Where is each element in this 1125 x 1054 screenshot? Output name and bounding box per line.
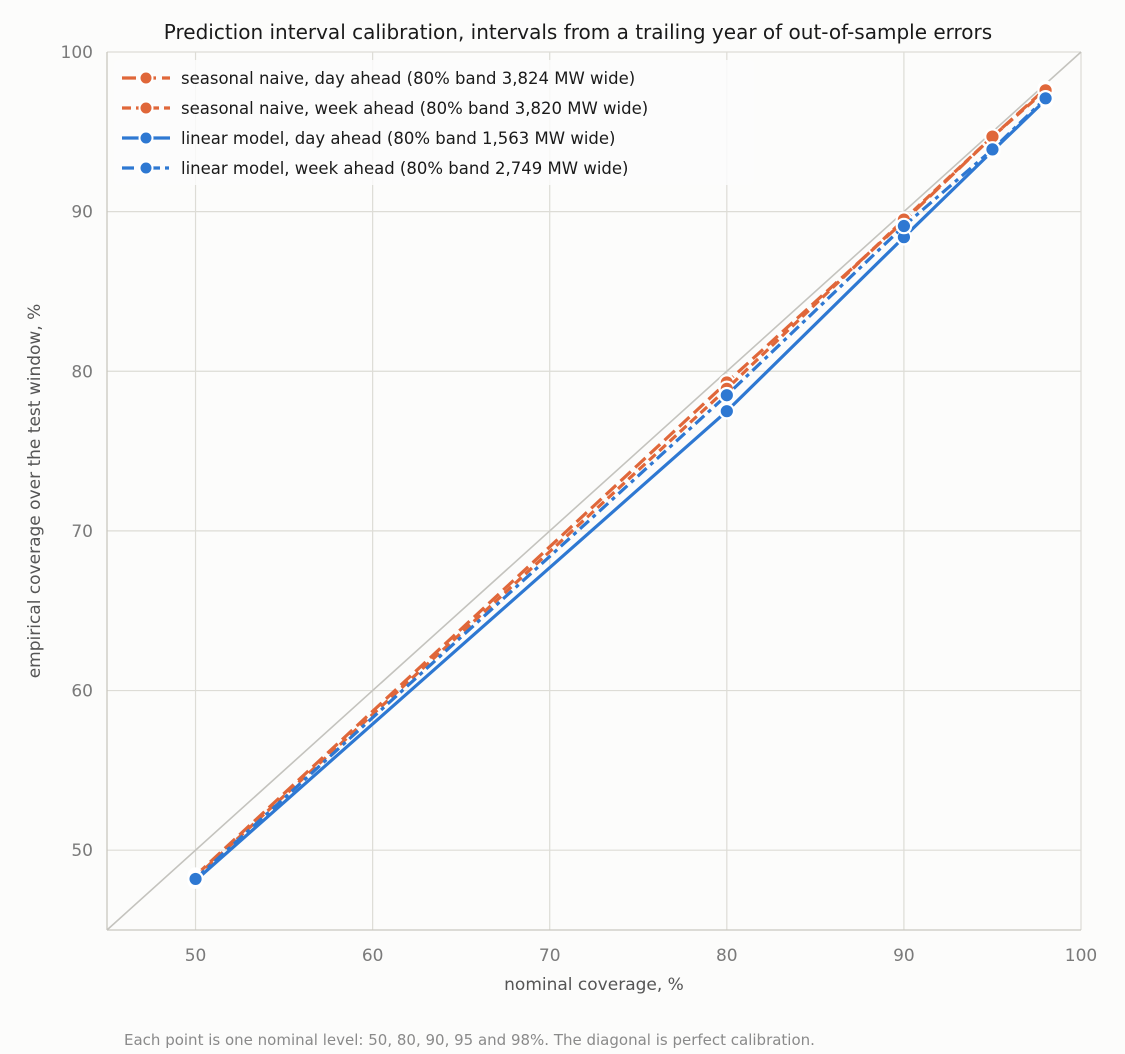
perfect-calibration-diagonal (106, 51, 1082, 931)
y-tick-label: 60 (71, 682, 93, 702)
legend-item: linear model, week ahead (80% band 2,749… (122, 159, 628, 178)
x-tick-label: 70 (539, 946, 561, 966)
data-point (984, 141, 1001, 158)
legend-label: linear model, week ahead (80% band 2,749… (181, 159, 628, 178)
grid-lines (107, 51, 1082, 930)
y-tick-label: 90 (71, 203, 93, 223)
y-tick-label: 100 (61, 43, 93, 63)
chart-title: Prediction interval calibration, interva… (164, 20, 992, 44)
legend-label: seasonal naive, week ahead (80% band 3,8… (181, 99, 648, 118)
legend-swatch-marker (138, 130, 154, 146)
y-tick-label: 70 (71, 522, 93, 542)
y-tick-label: 50 (71, 841, 93, 861)
legend-item: seasonal naive, day ahead (80% band 3,82… (122, 69, 635, 88)
legend-swatch-marker (138, 100, 154, 116)
x-tick-label: 80 (716, 946, 738, 966)
series-layer (187, 80, 1054, 889)
y-tick-label: 80 (71, 362, 93, 382)
x-tick-label: 100 (1065, 946, 1097, 966)
legend-swatch-marker (138, 160, 154, 176)
legend: seasonal naive, day ahead (80% band 3,82… (114, 60, 754, 185)
legend-item: seasonal naive, week ahead (80% band 3,8… (122, 99, 648, 118)
tick-labels: 50 60 70 80 90 100 50 60 70 80 90 100 (61, 43, 1098, 966)
legend-item: linear model, day ahead (80% band 1,563 … (122, 129, 615, 148)
x-tick-label: 60 (362, 946, 384, 966)
data-point (187, 870, 204, 888)
data-point (1037, 89, 1054, 107)
series-4 (187, 89, 1054, 888)
data-point (895, 217, 913, 235)
data-point (718, 386, 736, 404)
data-point (718, 402, 736, 420)
legend-background (114, 60, 754, 185)
x-tick-label: 90 (893, 946, 915, 966)
legend-label: linear model, day ahead (80% band 1,563 … (181, 129, 615, 148)
footnote: Each point is one nominal level: 50, 80,… (124, 1031, 815, 1049)
legend-swatch-marker (138, 70, 154, 86)
x-tick-label: 50 (185, 946, 207, 966)
x-axis-label: nominal coverage, % (504, 975, 684, 995)
y-axis-label: empirical coverage over the test window,… (25, 304, 45, 679)
plot-frame (106, 52, 1081, 931)
legend-label: seasonal naive, day ahead (80% band 3,82… (181, 69, 635, 88)
